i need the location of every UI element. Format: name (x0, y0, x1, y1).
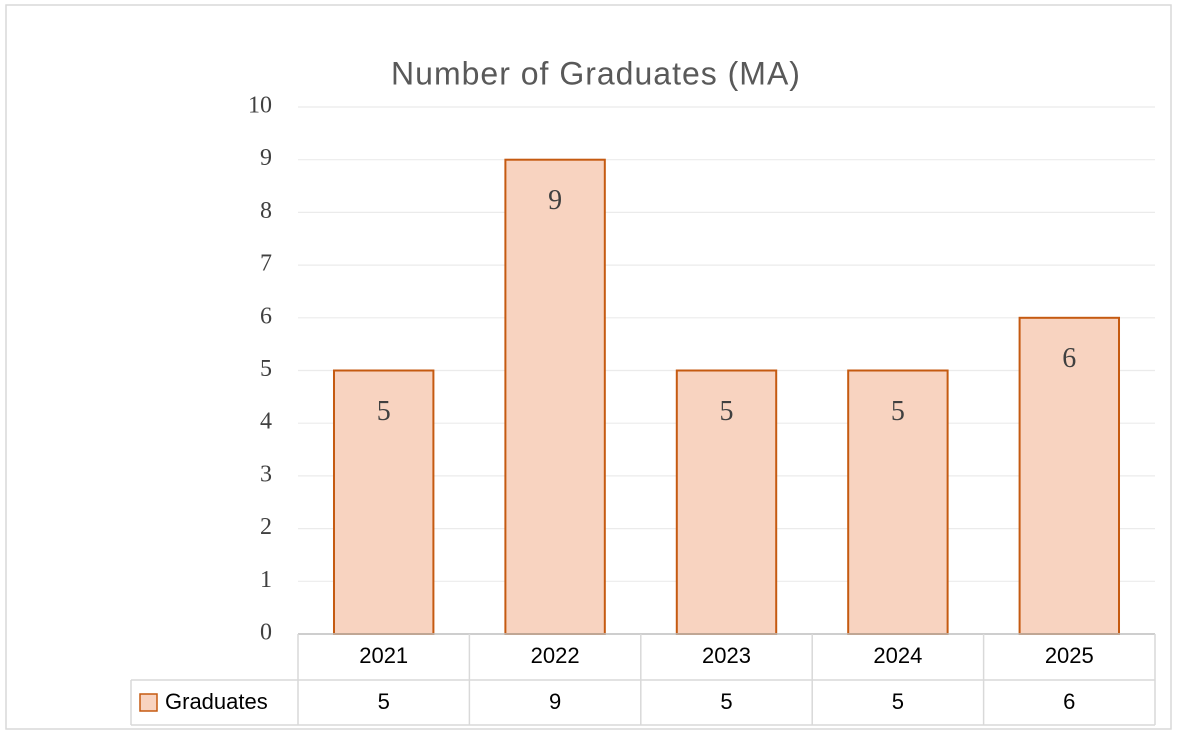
bar (847, 369, 949, 635)
table-value: 5 (378, 689, 390, 714)
y-tick-label: 7 (260, 251, 272, 277)
bar (504, 158, 606, 635)
legend-key (139, 693, 158, 712)
table-category: 2025 (1045, 643, 1094, 668)
bar (675, 369, 778, 635)
y-tick-label: 10 (248, 93, 272, 119)
y-tick-label: 9 (260, 145, 272, 171)
y-tick-label: 6 (260, 303, 272, 329)
table-value: 5 (892, 689, 904, 714)
bar (1018, 316, 1121, 635)
data-label: 5 (720, 396, 734, 427)
data-label: 5 (377, 396, 391, 427)
y-tick-label: 1 (260, 567, 272, 593)
y-tick-label: 3 (260, 461, 272, 487)
table-category: 2022 (531, 643, 580, 668)
data-label: 6 (1062, 343, 1076, 374)
table-value: 9 (549, 689, 561, 714)
table-value: 5 (720, 689, 732, 714)
table-category: 2023 (702, 643, 751, 668)
data-label: 9 (548, 185, 562, 216)
y-tick-label: 2 (260, 514, 272, 540)
table-category: 2024 (873, 643, 922, 668)
data-label: 5 (891, 396, 905, 427)
y-tick-label: 0 (260, 620, 272, 646)
table-value: 6 (1063, 689, 1075, 714)
y-tick-label: 8 (260, 198, 272, 224)
y-tick-label: 4 (260, 409, 272, 435)
legend-label: Graduates (165, 689, 268, 714)
table-category: 2021 (359, 643, 408, 668)
bar (332, 369, 435, 635)
chart-title: Number of Graduates (MA) (391, 55, 801, 91)
y-tick-label: 5 (260, 356, 272, 382)
